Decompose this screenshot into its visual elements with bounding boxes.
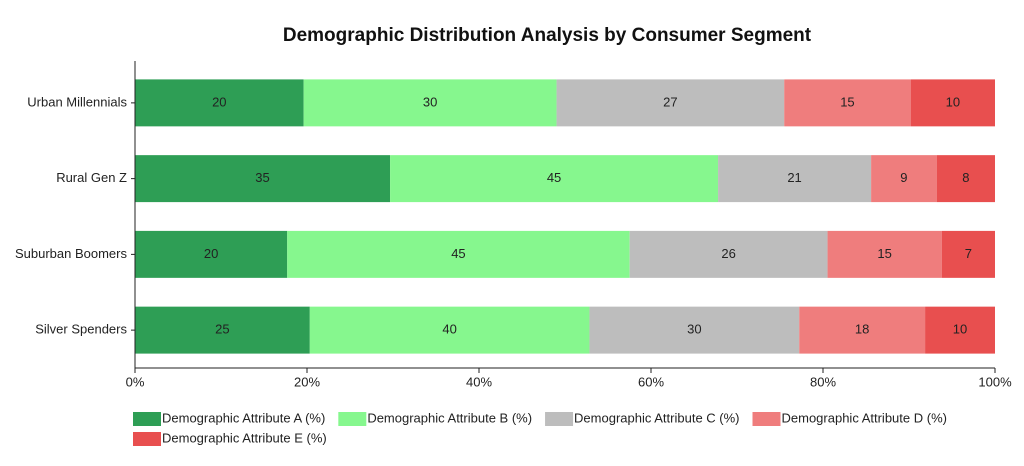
x-tick-label: 20%	[294, 374, 320, 389]
bar-segment	[629, 230, 828, 278]
data-label: 18	[855, 322, 869, 337]
y-tick-label: Rural Gen Z	[56, 170, 127, 185]
x-tick-label: 60%	[638, 374, 664, 389]
data-label: 9	[900, 170, 907, 185]
legend-swatch	[752, 412, 781, 426]
y-tick-label: Silver Spenders	[35, 322, 127, 337]
bar-segment	[925, 306, 995, 354]
x-tick-label: 40%	[466, 374, 492, 389]
data-label: 15	[877, 246, 891, 261]
bar-segment	[871, 155, 937, 203]
bar-segment	[784, 79, 911, 127]
data-label: 8	[962, 170, 969, 185]
legend-swatch	[133, 412, 161, 426]
data-label: 15	[840, 94, 854, 109]
bar-segment	[309, 306, 590, 354]
data-label: 25	[215, 322, 229, 337]
legend-swatch	[545, 412, 574, 426]
data-label: 10	[953, 322, 967, 337]
bar-segment	[135, 155, 391, 203]
data-label: 40	[442, 322, 456, 337]
data-label: 27	[663, 94, 677, 109]
bar-segment	[910, 79, 995, 127]
legend-label: Demographic Attribute C (%)	[574, 410, 739, 425]
data-label: 7	[965, 246, 972, 261]
legend-label: Demographic Attribute E (%)	[162, 430, 327, 445]
legend-label: Demographic Attribute B (%)	[367, 410, 532, 425]
bar-segment	[941, 230, 995, 278]
bar-segment	[936, 155, 995, 203]
data-label: 45	[451, 246, 465, 261]
data-label: 30	[687, 322, 701, 337]
legend-label: Demographic Attribute D (%)	[782, 410, 947, 425]
bar-segment	[827, 230, 942, 278]
data-label: 21	[787, 170, 801, 185]
data-label: 10	[946, 94, 960, 109]
legend-swatch	[133, 432, 161, 446]
data-label: 30	[423, 94, 437, 109]
y-tick-label: Suburban Boomers	[15, 246, 128, 261]
bar-segment	[390, 155, 719, 203]
bar-segment	[799, 306, 926, 354]
data-label: 45	[547, 170, 561, 185]
bar-segment	[135, 306, 310, 354]
bar-segment	[556, 79, 785, 127]
x-tick-label: 100%	[978, 374, 1012, 389]
legend-label: Demographic Attribute A (%)	[162, 410, 325, 425]
legend-swatch	[338, 412, 367, 426]
x-tick-label: 80%	[810, 374, 836, 389]
bar-segment	[718, 155, 872, 203]
data-label: 26	[721, 246, 735, 261]
data-label: 35	[255, 170, 269, 185]
y-tick-label: Urban Millennials	[27, 94, 127, 109]
data-label: 20	[204, 246, 218, 261]
chart-title: Demographic Distribution Analysis by Con…	[283, 25, 812, 46]
x-tick-label: 0%	[126, 374, 145, 389]
bar-segment	[135, 79, 304, 127]
bar-segment	[303, 79, 557, 127]
bar-segment	[589, 306, 800, 354]
bar-segment	[135, 230, 288, 278]
data-label: 20	[212, 94, 226, 109]
bar-segment	[287, 230, 630, 278]
